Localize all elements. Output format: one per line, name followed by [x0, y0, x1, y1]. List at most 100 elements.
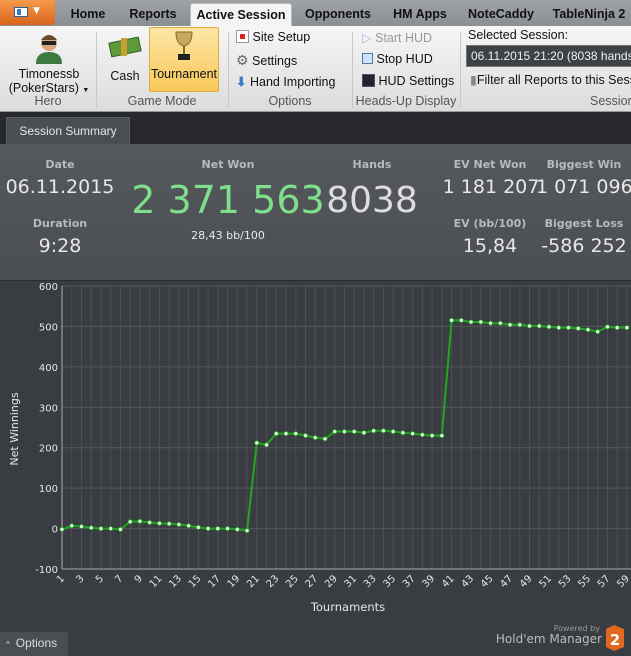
group-label-options: Options [268, 94, 312, 108]
x-tick-label: 35 [381, 573, 398, 590]
data-point [614, 325, 620, 331]
hero-name: Timonessb [18, 67, 80, 81]
filter-chart-icon: ▮ [470, 73, 477, 87]
tab-notecaddy[interactable]: NoteCaddy [468, 7, 534, 21]
x-tick-label: 23 [265, 573, 282, 590]
x-tick-label: 57 [596, 573, 613, 590]
data-point [127, 519, 133, 525]
data-point [205, 526, 211, 531]
tab-home[interactable]: Home [70, 7, 106, 21]
data-point [264, 442, 269, 448]
x-tick-label: 41 [440, 573, 457, 590]
site-setup-button[interactable]: Site Setup [236, 30, 310, 44]
tab-tableninja[interactable]: TableNinja 2 [552, 7, 626, 21]
x-tick-label: 45 [479, 573, 496, 590]
x-axis-label: Tournaments [310, 600, 385, 614]
data-point [497, 320, 503, 326]
cash-button[interactable]: Cash [104, 30, 146, 90]
stop-icon [362, 53, 373, 64]
x-tick-label: 1 [55, 573, 67, 585]
chevron-up-icon: ^ [6, 640, 10, 649]
brand-name: Hold'em Manager [496, 632, 602, 646]
hud-settings-button[interactable]: HUD Settings [362, 74, 454, 88]
start-hud-button[interactable]: ▷ Start HUD [362, 30, 432, 45]
x-tick-label: 9 [133, 573, 145, 585]
cash-icon [108, 36, 142, 58]
data-point [312, 435, 318, 441]
cash-label: Cash [110, 69, 140, 83]
data-point [605, 324, 610, 330]
x-tick-label: 31 [343, 573, 360, 590]
group-label-hud: Heads-Up Display [355, 94, 457, 108]
y-axis-label: Net Winnings [8, 392, 21, 465]
tab-hm-apps[interactable]: HM Apps [393, 7, 447, 21]
data-point [536, 323, 542, 329]
bb100-value: 28,43 bb/100 [191, 229, 265, 242]
app-menu-button[interactable]: ▼ [0, 0, 55, 25]
data-point [429, 433, 435, 438]
data-point [322, 436, 328, 442]
data-point [234, 526, 240, 532]
biggest-win-value: 1 071 096 [536, 176, 631, 198]
data-point [624, 325, 630, 331]
import-arrow-icon: ⬇ [236, 75, 247, 89]
group-label-hero: Hero [34, 94, 62, 108]
data-point [566, 325, 571, 331]
hero-avatar-icon [36, 35, 62, 64]
data-point [419, 432, 425, 438]
ev-bb100-value: 15,84 [462, 235, 518, 257]
selected-session-label: Selected Session: [468, 28, 569, 42]
options-toggle[interactable]: ^ Options [0, 632, 68, 656]
settings-button[interactable]: ⚙ Settings [236, 52, 297, 69]
stop-hud-button[interactable]: Stop HUD [362, 52, 433, 66]
data-point [137, 518, 143, 524]
data-point [468, 319, 474, 325]
x-tick-label: 29 [323, 573, 340, 590]
data-point [293, 431, 299, 436]
data-point [575, 326, 581, 331]
x-tick-label: 43 [459, 573, 476, 590]
data-point [342, 429, 347, 434]
group-label-session: Session [590, 94, 631, 108]
filter-reports-button[interactable]: ▮Filter all Reports to this Session [470, 72, 631, 87]
ev-net-won-label: EV Net Won [453, 158, 527, 171]
hand-importing-label: Hand Importing [249, 75, 336, 89]
data-point [332, 429, 338, 434]
data-point [118, 526, 123, 532]
tab-active-session[interactable]: Active Session [190, 3, 292, 26]
data-point [585, 327, 591, 333]
cards-icon [236, 30, 249, 43]
data-point [108, 526, 114, 531]
tournament-button[interactable]: Tournament [149, 27, 219, 92]
duration-value: 9:28 [38, 235, 82, 257]
data-point [215, 526, 221, 531]
session-select[interactable]: 06.11.2015 21:20 (8038 hands) [466, 45, 631, 67]
hero-button[interactable]: Timonessb (PokerStars) ▼ [6, 28, 92, 95]
data-point [59, 526, 65, 532]
data-point [488, 320, 493, 326]
x-tick-label: 17 [206, 573, 223, 590]
site-setup-label: Site Setup [252, 30, 311, 44]
y-tick-label: 400 [39, 363, 58, 374]
tournament-label: Tournament [150, 67, 217, 81]
data-point [225, 526, 230, 531]
play-icon: ▷ [362, 31, 372, 45]
tab-reports[interactable]: Reports [129, 7, 177, 21]
tab-session-summary[interactable]: Session Summary [6, 117, 130, 144]
tab-opponents[interactable]: Opponents [305, 7, 371, 21]
hands-label: Hands [352, 158, 392, 171]
hm2-logo: 2 [606, 625, 624, 651]
dropdown-arrow-icon: ▼ [82, 87, 90, 94]
date-value: 06.11.2015 [5, 176, 115, 198]
data-point [303, 433, 308, 438]
data-point [69, 523, 75, 529]
x-tick-label: 7 [113, 573, 125, 585]
x-tick-label: 33 [362, 573, 379, 590]
hud-grid-icon [362, 74, 375, 87]
hand-importing-button[interactable]: ⬇ Hand Importing [236, 74, 335, 89]
window-icon [14, 7, 28, 17]
x-tick-label: 55 [576, 573, 593, 590]
data-point [595, 329, 601, 335]
data-point [449, 317, 455, 323]
